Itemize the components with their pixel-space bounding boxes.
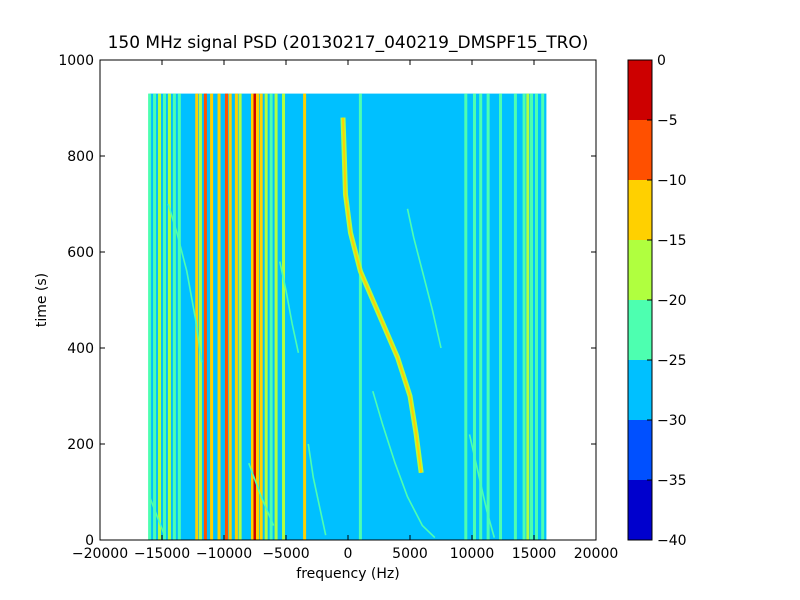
signal-curve-8 [468,434,496,538]
frequency-band-34 [530,93,534,540]
signal-curve-4 [372,390,436,539]
y-tick-label-2: 400 [67,341,94,357]
frequency-band-33 [526,93,530,540]
frequency-band-25 [358,93,362,540]
frequency-band-17 [253,93,257,540]
signal-curve-2 [167,203,203,363]
signal-curve-7 [148,496,166,536]
chart-title: 150 MHz signal PSD (20130217_040219_DMSP… [108,33,589,53]
x-tick-label-8: 20000 [574,546,619,562]
colorbar-segment-1 [628,420,652,480]
frequency-band-35 [534,93,538,540]
colorbar-segment-6 [628,120,652,180]
x-axis: −20000 −15000 −10000 −5000 0 5000 10000 15000 20… [72,60,618,562]
signal-curve-0 [342,117,423,473]
frequency-band-0 [148,93,152,540]
frequency-band-4 [167,93,171,540]
frequency-band-26 [464,93,468,540]
x-tick-label-5: 5000 [392,546,428,562]
colorbar-label-1: −35 [657,473,687,489]
frequency-band-27 [472,93,476,540]
frequency-band-19 [259,93,263,540]
colorbar: −40 −35 −30 −25 −20 −15 −10 −5 0 [627,53,687,549]
frequency-band-7 [195,93,199,540]
frequency-band-13 [228,93,232,540]
frequency-band-36 [541,93,545,540]
frequency-band-10 [210,93,214,540]
x-tick-label-4: 0 [344,546,353,562]
frequency-band-21 [269,93,273,540]
y-tick-label-3: 600 [67,245,94,261]
colorbar-segment-2 [628,360,652,420]
frequency-band-9 [203,93,207,540]
frequency-band-30 [499,93,503,540]
frequency-band-32 [522,93,526,540]
signal-curve-1 [406,208,442,349]
colorbar-label-4: −20 [657,293,687,309]
frequency-band-28 [479,93,483,540]
x-tick-label-0: −20000 [72,546,128,562]
x-axis-label: frequency (Hz) [296,566,399,582]
frequency-band-31 [513,93,517,540]
frequency-band-1 [153,93,157,540]
colorbar-segment-5 [628,180,652,240]
x-tick-label-7: 15000 [512,546,557,562]
x-tick-label-1: −15000 [134,546,190,562]
frequency-band-3 [162,93,166,540]
frequency-band-14 [234,93,238,540]
y-axis: 0 200 400 600 800 1000 [58,53,596,549]
frequency-band-29 [486,93,490,540]
signal-curve-5 [307,443,327,536]
signal-curve-3 [279,261,300,353]
x-tick-label-2: −10000 [196,546,252,562]
x-tick-label-3: −5000 [262,546,309,562]
colorbar-label-2: −30 [657,413,687,429]
frequency-band-8 [198,93,202,540]
frequency-band-20 [264,93,268,540]
colorbar-label-8: 0 [657,53,666,69]
frequency-band-23 [282,93,286,540]
y-tick-label-1: 200 [67,437,94,453]
frequency-band-11 [217,93,221,540]
frequency-band-16 [251,93,255,540]
frequency-band-22 [274,93,278,540]
y-tick-label-5: 1000 [58,53,94,69]
y-tick-label-0: 0 [85,533,94,549]
frequency-band-12 [224,93,228,540]
signal-curve-6 [248,462,275,526]
frequency-band-5 [172,93,176,540]
x-tick-label-6: 10000 [450,546,495,562]
colorbar-label-3: −25 [657,353,687,369]
colorbar-label-0: −40 [657,533,687,549]
frequency-band-6 [177,93,181,540]
frequency-band-24 [303,93,307,540]
y-tick-label-4: 800 [67,149,94,165]
frequency-band-15 [238,93,242,540]
colorbar-segment-0 [628,480,652,540]
colorbar-segment-7 [628,60,652,120]
spectrogram-heatmap [148,93,547,540]
colorbar-segment-3 [628,300,652,360]
y-axis-label: time (s) [34,273,50,327]
colorbar-label-5: −15 [657,233,687,249]
plot-area [99,59,597,541]
colorbar-label-6: −10 [657,173,687,189]
colorbar-label-7: −5 [657,113,678,129]
frequency-band-18 [255,93,259,540]
frequency-band-2 [158,93,162,540]
colorbar-segment-4 [628,240,652,300]
